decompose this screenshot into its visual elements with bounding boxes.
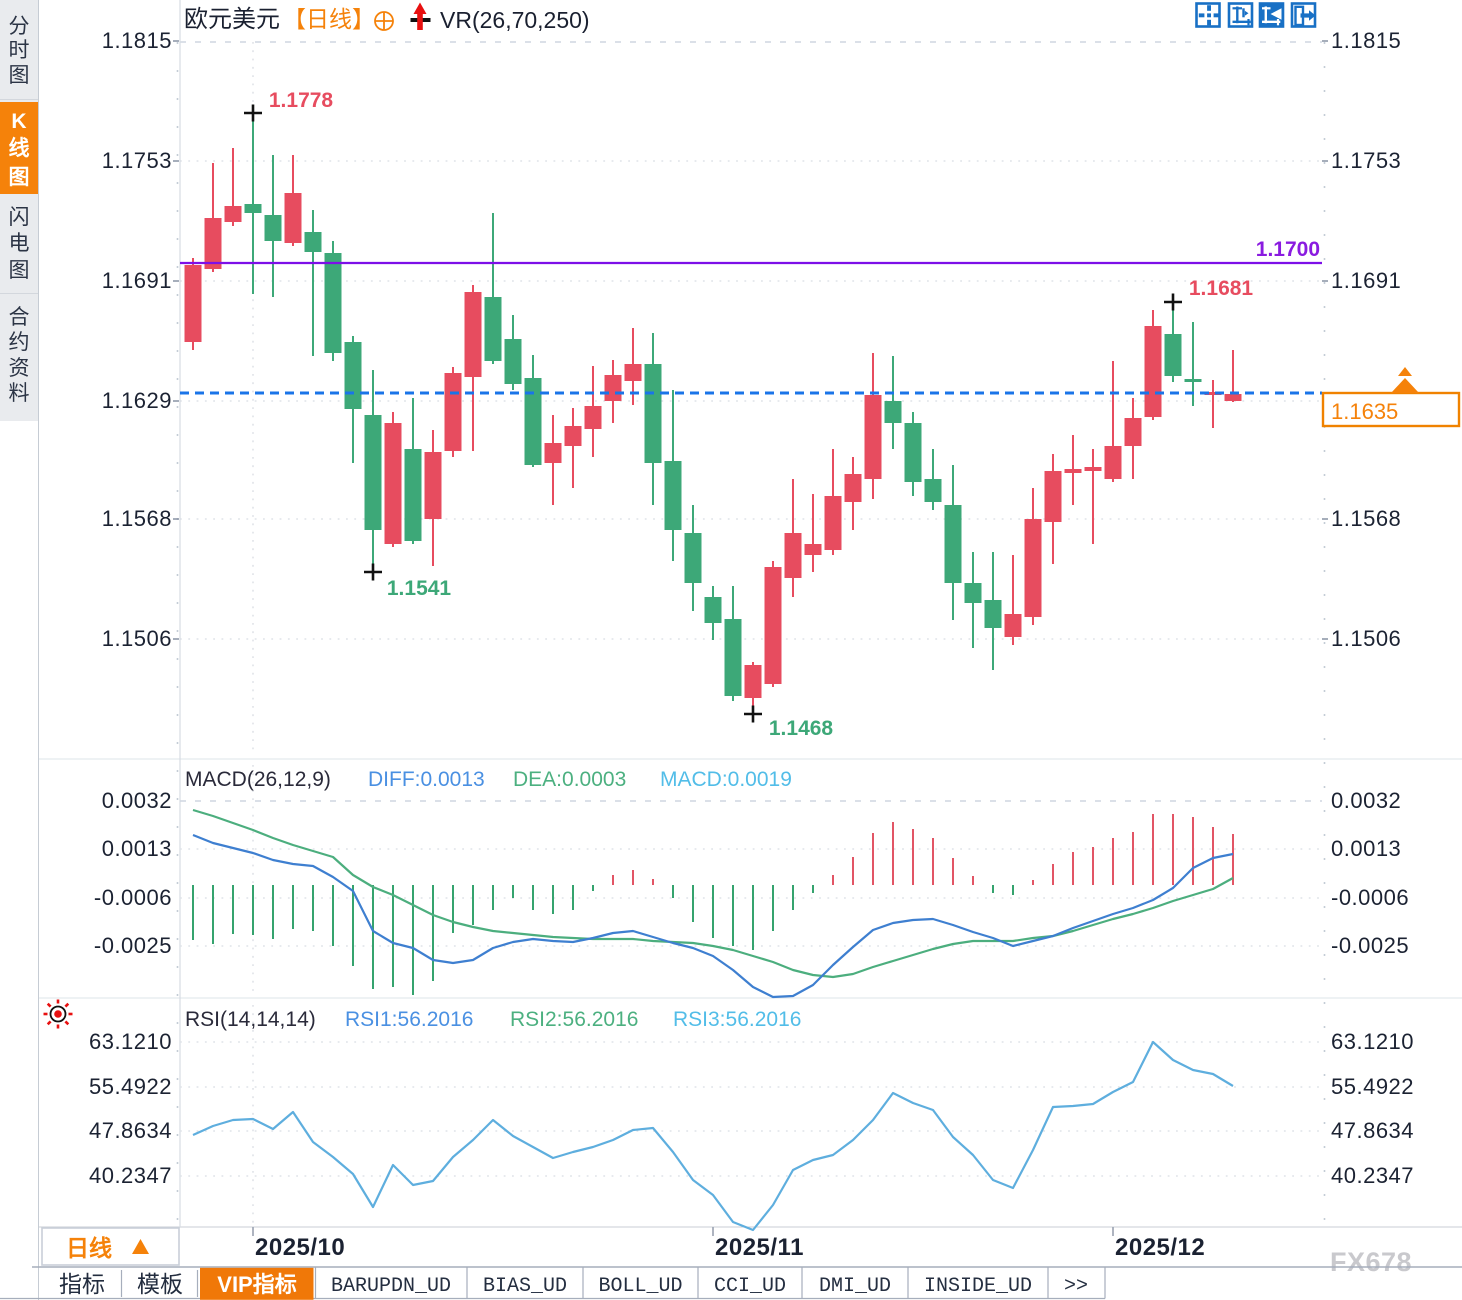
svg-text:RSI2:56.2016: RSI2:56.2016 <box>510 1008 638 1031</box>
svg-text:1.1629: 1.1629 <box>102 388 172 413</box>
svg-text:40.2347: 40.2347 <box>1331 1163 1414 1188</box>
svg-text:RSI(14,14,14): RSI(14,14,14) <box>185 1008 316 1031</box>
svg-text:图: 图 <box>9 166 30 189</box>
svg-text:BIAS_UD: BIAS_UD <box>483 1275 567 1298</box>
svg-text:1.1815: 1.1815 <box>102 28 172 53</box>
svg-text:2025/10: 2025/10 <box>255 1234 345 1261</box>
svg-text:1.1815: 1.1815 <box>1331 28 1401 53</box>
svg-text:2025/12: 2025/12 <box>1115 1234 1205 1261</box>
svg-text:-0.0025: -0.0025 <box>94 933 172 958</box>
svg-text:1.1506: 1.1506 <box>1331 626 1401 651</box>
svg-text:RSI1:56.2016: RSI1:56.2016 <box>345 1008 473 1031</box>
svg-text:【日线】: 【日线】 <box>283 6 375 32</box>
svg-text:时: 时 <box>9 39 30 62</box>
svg-text:1.1753: 1.1753 <box>102 148 172 173</box>
svg-text:料: 料 <box>9 382 30 405</box>
svg-text:63.1210: 63.1210 <box>89 1029 172 1054</box>
svg-text:图: 图 <box>9 64 30 87</box>
svg-text:0.0013: 0.0013 <box>102 836 172 861</box>
svg-text:DEA:0.0003: DEA:0.0003 <box>513 768 626 791</box>
svg-text:日线: 日线 <box>66 1235 112 1261</box>
svg-text:DMI_UD: DMI_UD <box>819 1275 891 1298</box>
svg-text:DIFF:0.0013: DIFF:0.0013 <box>368 768 485 791</box>
svg-text:1.1541: 1.1541 <box>387 577 452 600</box>
svg-text:1.1506: 1.1506 <box>102 626 172 651</box>
svg-text:1.1468: 1.1468 <box>769 717 834 740</box>
svg-text:BOLL_UD: BOLL_UD <box>598 1275 682 1298</box>
svg-text:2025/11: 2025/11 <box>715 1234 804 1261</box>
svg-text:1.1753: 1.1753 <box>1331 148 1401 173</box>
svg-text:47.8634: 47.8634 <box>1331 1118 1414 1143</box>
svg-text:0.0032: 0.0032 <box>1331 788 1401 813</box>
svg-text:闪: 闪 <box>9 206 30 229</box>
svg-text:BARUPDN_UD: BARUPDN_UD <box>331 1275 451 1298</box>
svg-text:CCI_UD: CCI_UD <box>714 1275 786 1298</box>
svg-text:约: 约 <box>9 331 30 354</box>
svg-text:0.0013: 0.0013 <box>1331 836 1401 861</box>
svg-text:55.4922: 55.4922 <box>1331 1074 1414 1099</box>
svg-text:VR(26,70,250): VR(26,70,250) <box>440 7 590 33</box>
svg-text:-0.0025: -0.0025 <box>1331 933 1409 958</box>
svg-text:模板: 模板 <box>137 1271 183 1297</box>
svg-text:指标: 指标 <box>59 1271 105 1297</box>
svg-text:1.1778: 1.1778 <box>269 89 334 112</box>
svg-text:RSI3:56.2016: RSI3:56.2016 <box>673 1008 801 1031</box>
svg-text:1.1691: 1.1691 <box>102 268 172 293</box>
svg-text:1.1568: 1.1568 <box>102 506 172 531</box>
svg-text:1.1568: 1.1568 <box>1331 506 1401 531</box>
svg-text:VIP指标: VIP指标 <box>217 1272 296 1297</box>
svg-text:分: 分 <box>9 15 30 38</box>
svg-text:K: K <box>11 110 26 133</box>
svg-text:47.8634: 47.8634 <box>89 1118 172 1143</box>
svg-text:INSIDE_UD: INSIDE_UD <box>924 1275 1032 1298</box>
svg-text:>>: >> <box>1064 1275 1088 1298</box>
svg-text:资: 资 <box>9 357 30 380</box>
svg-text:MACD:0.0019: MACD:0.0019 <box>660 768 792 791</box>
svg-text:55.4922: 55.4922 <box>89 1074 172 1099</box>
svg-text:1.1691: 1.1691 <box>1331 268 1401 293</box>
svg-text:欧元美元: 欧元美元 <box>184 6 280 33</box>
svg-text:-0.0006: -0.0006 <box>94 885 172 910</box>
svg-text:MACD(26,12,9): MACD(26,12,9) <box>185 768 331 791</box>
svg-text:0.0032: 0.0032 <box>102 788 172 813</box>
svg-text:图: 图 <box>9 259 30 282</box>
svg-text:1.1635: 1.1635 <box>1331 399 1398 424</box>
svg-text:40.2347: 40.2347 <box>89 1163 172 1188</box>
svg-text:FX678: FX678 <box>1330 1247 1412 1277</box>
svg-text:-0.0006: -0.0006 <box>1331 885 1409 910</box>
svg-text:合: 合 <box>9 306 30 329</box>
svg-text:1.1681: 1.1681 <box>1189 277 1254 300</box>
svg-text:电: 电 <box>9 232 30 255</box>
svg-text:线: 线 <box>9 136 30 160</box>
svg-text:63.1210: 63.1210 <box>1331 1029 1414 1054</box>
svg-text:1.1700: 1.1700 <box>1256 238 1320 261</box>
